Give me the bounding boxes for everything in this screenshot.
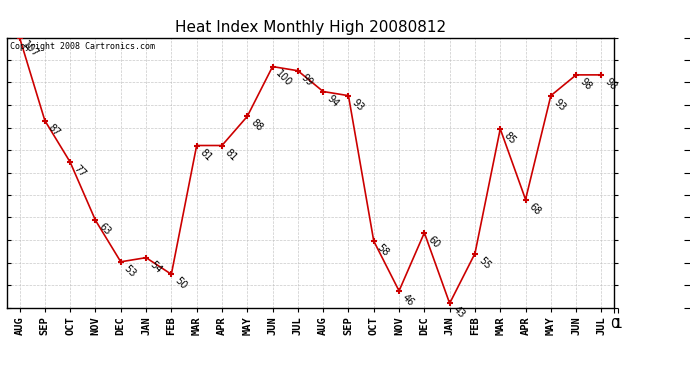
Text: 46: 46	[400, 292, 416, 308]
Text: 98: 98	[578, 76, 593, 92]
Text: 53: 53	[122, 263, 138, 279]
Text: 81: 81	[224, 147, 239, 163]
Text: 88: 88	[248, 118, 264, 134]
Text: 98: 98	[603, 76, 618, 92]
Text: 77: 77	[72, 164, 88, 179]
Text: 54: 54	[148, 259, 164, 275]
Text: 107: 107	[21, 39, 41, 59]
Text: 99: 99	[299, 72, 315, 88]
Text: 68: 68	[527, 201, 542, 217]
Text: 85: 85	[502, 130, 518, 146]
Text: 93: 93	[552, 97, 568, 113]
Text: 60: 60	[426, 234, 442, 250]
Text: 43: 43	[451, 305, 466, 321]
Text: Copyright 2008 Cartronics.com: Copyright 2008 Cartronics.com	[10, 42, 155, 51]
Text: 87: 87	[46, 122, 62, 138]
Text: 63: 63	[97, 222, 112, 237]
Text: 58: 58	[375, 242, 391, 258]
Text: 100: 100	[274, 68, 294, 88]
Text: 81: 81	[198, 147, 214, 163]
Text: 94: 94	[324, 93, 340, 109]
Title: Heat Index Monthly High 20080812: Heat Index Monthly High 20080812	[175, 20, 446, 35]
Text: 55: 55	[476, 255, 492, 271]
Text: 93: 93	[350, 97, 366, 113]
Text: 50: 50	[172, 276, 188, 291]
